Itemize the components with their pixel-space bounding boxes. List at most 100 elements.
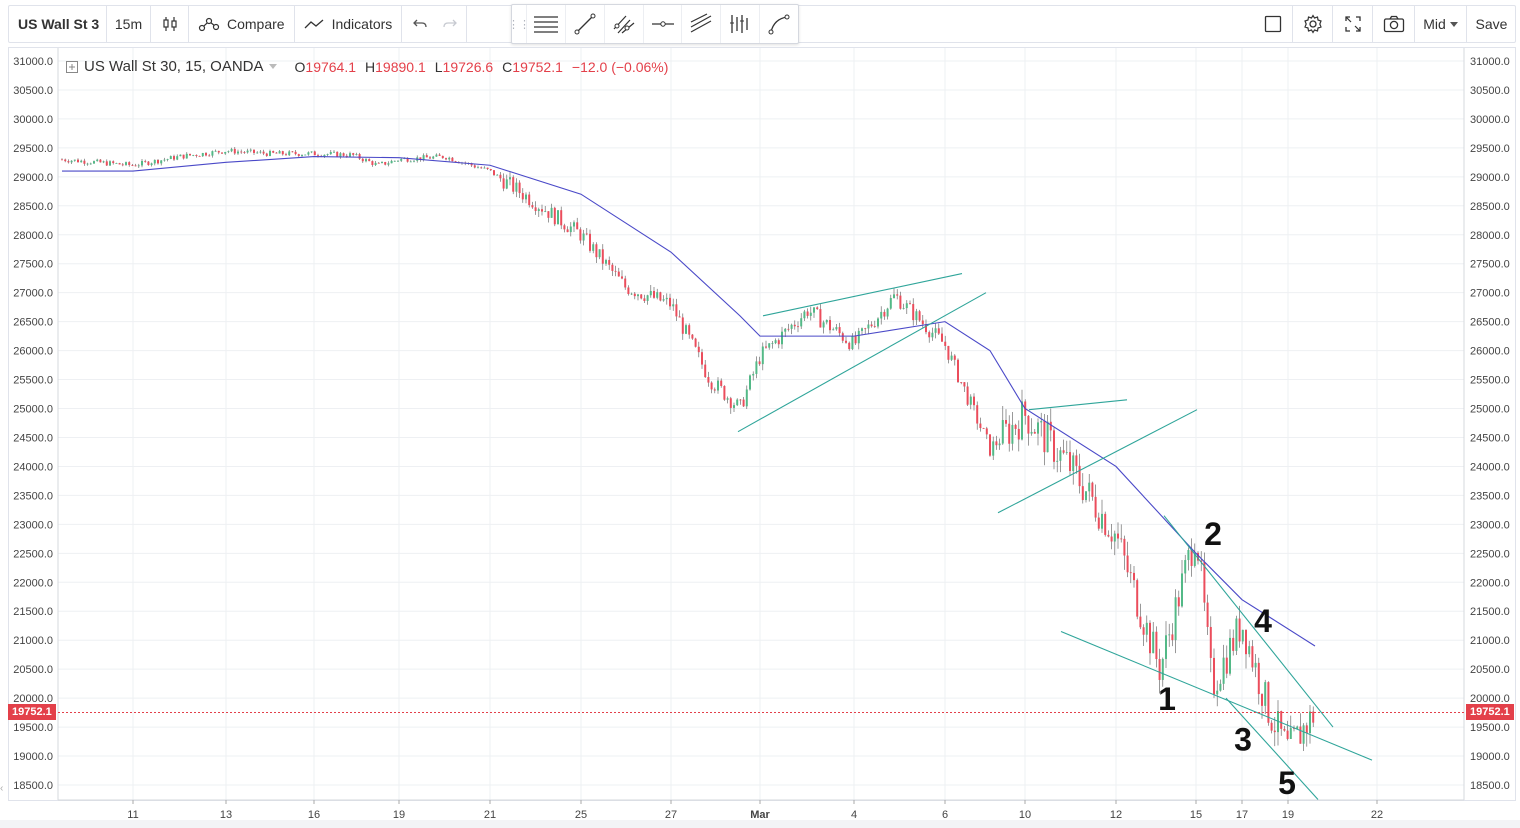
y-tick-label: 26000.0 [13,346,53,358]
candle-down [205,153,207,156]
square-icon [1264,15,1282,33]
candle-up [573,222,575,227]
candle-down [1238,618,1241,642]
candle-up [96,159,99,162]
candle-up [857,330,860,344]
candle-down [1155,631,1158,660]
candle-down [633,293,636,297]
candle-down [438,154,441,156]
chevron-down-icon [1449,21,1458,27]
save-button[interactable]: Save [1466,5,1516,43]
settings-button[interactable] [1292,5,1332,43]
drag-handle-icon[interactable]: ⋮⋮ [508,18,530,31]
bars-pattern-tool-button[interactable] [720,5,759,43]
legend-symbol[interactable]: US Wall St 30, 15, OANDA [84,58,264,75]
candle-up [992,441,995,456]
y-tick-label: 24500.0 [1470,432,1510,444]
candle-up [355,154,358,155]
y-tick-label: 25500.0 [13,375,53,387]
candle-down [425,155,428,158]
candle-down [499,174,502,179]
scroll-left-icon[interactable]: ‹ [0,783,4,794]
candle-up [1161,658,1164,680]
candle-down [720,380,723,386]
candle-up [1235,618,1238,651]
horizontal-ray-tool-button[interactable] [642,5,682,43]
curve-tool-button[interactable] [759,5,798,43]
candle-down [1251,646,1254,668]
candle-up [141,160,143,166]
candle-up [752,373,755,376]
candle-down [838,327,841,334]
candle-up [1216,690,1219,695]
candle-down [912,304,915,321]
candle-up [825,319,828,323]
candle-up [329,152,332,155]
snapshot-button[interactable] [1372,5,1414,43]
y-tick-label: 30000.0 [13,114,53,126]
x-tick-label: 22 [1371,809,1383,821]
candle-down [454,161,457,163]
candle-up [809,312,812,316]
candle-down [585,233,588,235]
candle-up [390,160,393,164]
trendline [1028,399,1128,411]
horizontal-lines-tool-button[interactable] [526,5,565,43]
collapse-legend-icon[interactable] [66,60,78,73]
chart-style-button[interactable] [151,6,189,42]
save-label: Save [1475,16,1508,32]
price-source-dropdown[interactable]: Mid [1414,5,1466,43]
y-axis-right-labels[interactable]: 31000.0 30500.0 30000.0 29500.0 29000.0 28500… [1470,56,1510,792]
moving-average-line [62,156,1316,647]
legend-dropdown-icon[interactable] [268,64,277,69]
wave-annotations[interactable]: 1 2 3 4 5 [1158,516,1296,801]
series-legend: US Wall St 30, 15, OANDA O 19764.1 H 19890… [66,58,677,75]
indicators-button[interactable]: Indicators [295,6,403,42]
candle-down [806,311,809,316]
undo-button[interactable] [402,6,434,42]
candle-down [707,377,710,383]
candle-down [1283,728,1286,731]
candle-up [1174,597,1177,641]
candle-up [269,150,271,156]
candle-up [214,150,217,152]
candle-down [640,294,643,299]
trend-line-tool-button[interactable] [564,5,604,43]
x-tick-label: Mar [750,809,770,821]
y-tick-label: 22000.0 [1470,577,1510,589]
parallel-channel-tool-button[interactable] [681,5,720,43]
candle-down [1299,726,1302,744]
fullscreen-button[interactable] [1332,5,1372,43]
candle-down [1139,616,1142,628]
candle-up [525,194,527,200]
high-value: 19890.1 [375,58,426,75]
redo-button[interactable] [434,6,468,42]
candle-up [1229,637,1231,674]
candle-up [1040,421,1043,423]
y-tick-label: 25500.0 [1470,375,1510,387]
y-tick-label: 27000.0 [13,288,53,300]
candle-down [710,382,713,390]
candle-up [365,159,367,162]
symbol-search-button[interactable]: US Wall St 3 [9,6,107,42]
y-tick-label: 29000.0 [13,172,53,184]
interval-button[interactable]: 15m [107,6,151,42]
trendlines[interactable] [737,273,1373,800]
pitchfork-tool-button[interactable] [603,5,643,43]
x-axis-labels[interactable]: 11 13 16 19 21 25 27 Mar 4 6 10 12 15 17 19 22 [127,800,1383,821]
candle-down [1133,572,1135,581]
low-value: 19726.6 [442,58,494,75]
wave-label: 5 [1278,765,1296,801]
candle-down [473,165,476,168]
candle-down [701,352,703,365]
y-tick-label: 26000.0 [1470,346,1510,358]
candle-down [1117,533,1119,539]
fullscreen-box-button[interactable] [1254,5,1292,43]
y-tick-label: 21500.0 [1470,606,1510,618]
wave-label: 2 [1204,516,1222,552]
compare-button[interactable]: Compare [189,6,295,42]
candle-down [1273,730,1276,733]
candle-down [870,324,873,327]
candle-up [934,328,937,333]
